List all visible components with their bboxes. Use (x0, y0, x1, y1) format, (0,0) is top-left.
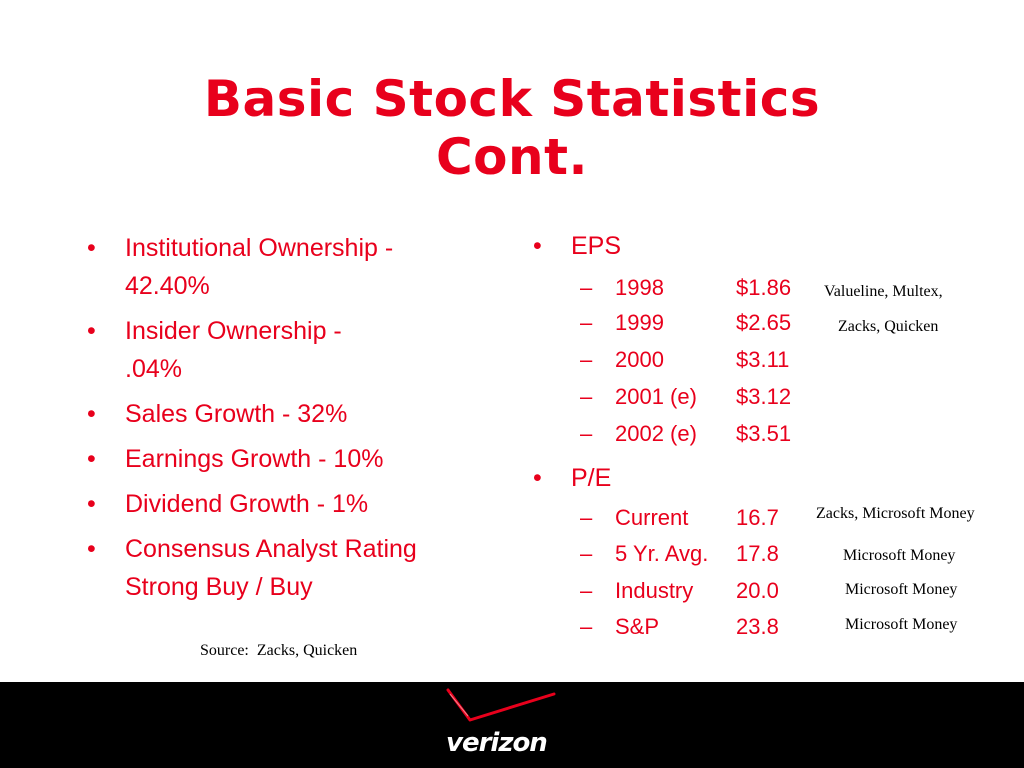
dash-glyph: – (580, 347, 593, 372)
list-item: • Institutional Ownership - 42.40% (87, 229, 507, 305)
bullet-dot: • (87, 535, 96, 563)
list-item: • Insider Ownership - .04% (87, 312, 507, 388)
list-item-line: Sales Growth - 32% (125, 400, 348, 428)
eps-year: 1998 (615, 275, 664, 300)
dash-glyph: – (580, 505, 593, 530)
eps-value: $2.65 (736, 310, 792, 335)
list-item-line: Consensus Analyst Rating (125, 535, 417, 563)
bullet-dot: • (533, 232, 542, 260)
verizon-logo: verizon (426, 684, 582, 768)
dash-glyph: – (580, 384, 593, 409)
list-item-line: Earnings Growth - 10% (125, 445, 384, 473)
dash-glyph: – (580, 578, 593, 603)
list-item-line: Strong Buy / Buy (125, 573, 313, 601)
slide-title: Basic Stock Statistics Cont. (0, 70, 1024, 186)
pe-label: S&P (615, 614, 660, 639)
pe-source-5yr: Microsoft Money (843, 547, 956, 564)
pe-value: 17.8 (736, 541, 779, 566)
logo-wordmark: verizon (446, 728, 548, 758)
left-bullet-list: • Institutional Ownership - 42.40% • Ins… (87, 229, 507, 613)
eps-value: $1.86 (736, 275, 792, 300)
logo-check-icon (446, 688, 556, 722)
bullet-dot: • (533, 464, 542, 492)
dash-glyph: – (580, 614, 593, 639)
pe-label: Industry (615, 578, 694, 603)
list-item: • Dividend Growth - 1% (87, 485, 507, 523)
eps-year: 2002 (e) (615, 421, 697, 446)
bullet-dot: • (87, 490, 96, 518)
pe-source-sp: Microsoft Money (845, 616, 958, 633)
bullet-dot: • (87, 234, 96, 262)
dash-glyph: – (580, 275, 593, 300)
eps-value: $3.51 (736, 421, 792, 446)
bullet-dot: • (87, 400, 96, 428)
list-item: • Consensus Analyst Rating Strong Buy / … (87, 530, 507, 606)
pe-source-industry: Microsoft Money (845, 581, 958, 598)
eps-source-line-1: Valueline, Multex, (824, 283, 943, 300)
title-line-2: Cont. (435, 128, 589, 186)
dash-glyph: – (580, 541, 593, 566)
pe-label: P/E (571, 464, 612, 492)
eps-year: 2000 (615, 347, 664, 372)
list-item-line: .04% (125, 355, 182, 383)
list-item-line: Institutional Ownership - (125, 234, 394, 262)
eps-source-line-2: Zacks, Quicken (838, 318, 939, 335)
eps-value: $3.11 (736, 347, 790, 372)
pe-value: 20.0 (736, 578, 779, 603)
source-note: Source: Zacks, Quicken (200, 642, 358, 659)
pe-value: 16.7 (736, 505, 779, 530)
bullet-dot: • (87, 317, 96, 345)
title-line-1: Basic Stock Statistics (203, 70, 821, 128)
list-item: • Sales Growth - 32% (87, 395, 507, 433)
pe-label: Current (615, 505, 689, 530)
dash-glyph: – (580, 310, 593, 335)
pe-label: 5 Yr. Avg. (615, 541, 709, 566)
list-item-line: 42.40% (125, 272, 210, 300)
dash-glyph: – (580, 421, 593, 446)
list-item: • Earnings Growth - 10% (87, 440, 507, 478)
eps-label: EPS (571, 232, 622, 260)
eps-year: 2001 (e) (615, 384, 697, 409)
pe-source-current: Zacks, Microsoft Money (816, 505, 975, 522)
list-item-line: Insider Ownership - (125, 317, 342, 345)
eps-year: 1999 (615, 310, 664, 335)
bullet-dot: • (87, 445, 96, 473)
list-item-line: Dividend Growth - 1% (125, 490, 369, 518)
eps-value: $3.12 (736, 384, 792, 409)
pe-value: 23.8 (736, 614, 779, 639)
